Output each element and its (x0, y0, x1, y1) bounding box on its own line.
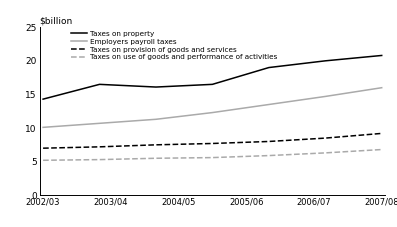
Legend: Taxes on property, Employers payroll taxes, Taxes on provision of goods and serv: Taxes on property, Employers payroll tax… (71, 31, 277, 60)
Text: $billion: $billion (40, 17, 73, 26)
